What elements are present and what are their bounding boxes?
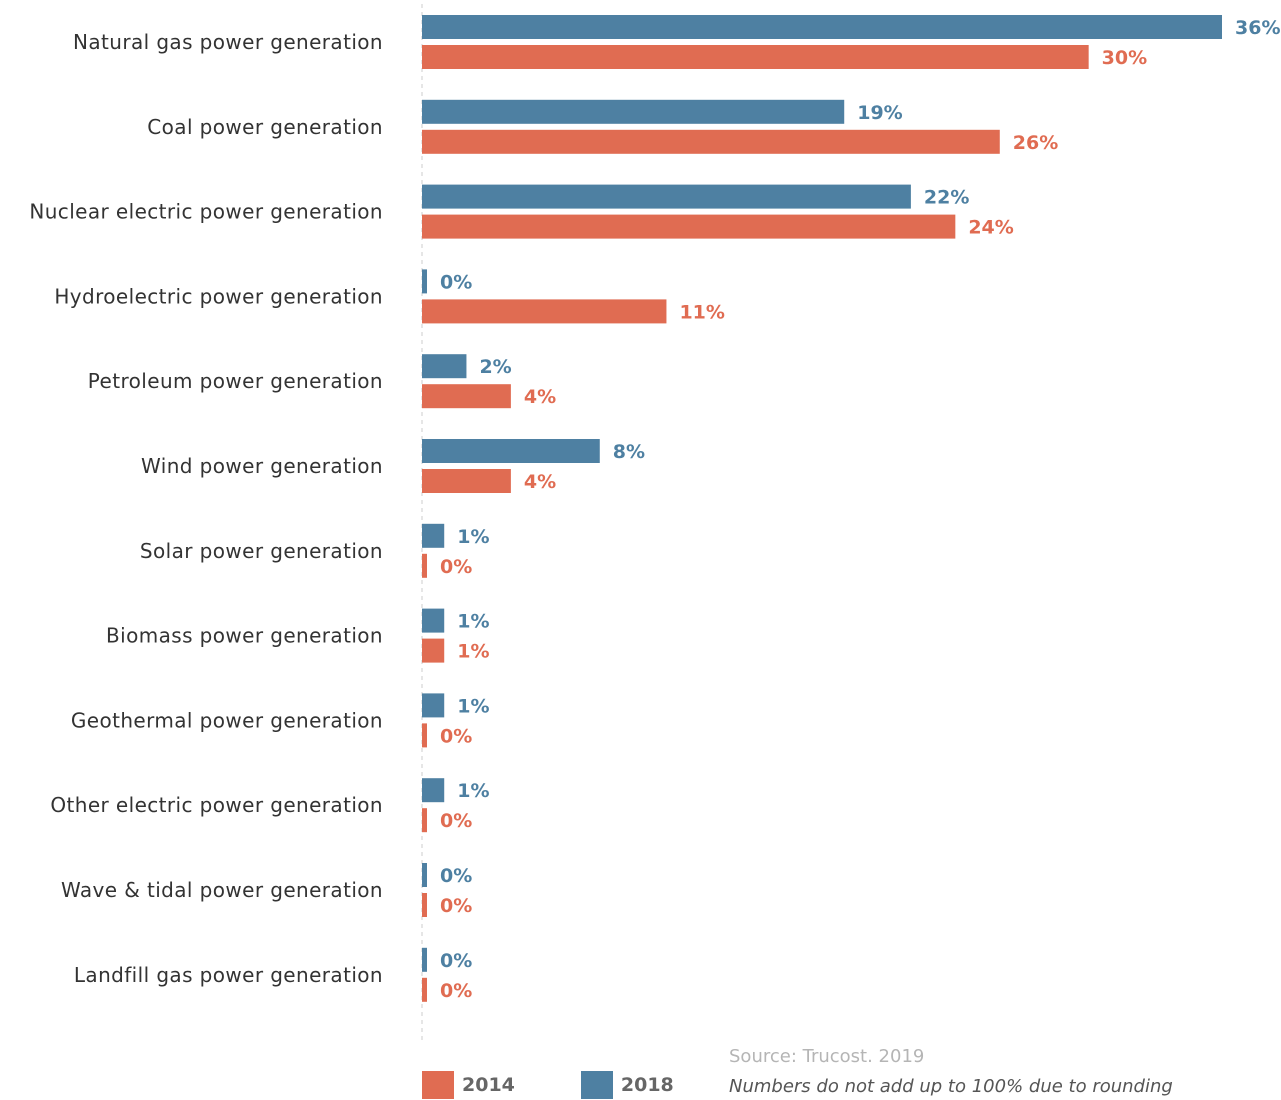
bar-2014-hydroelectric-power-generation xyxy=(422,299,667,324)
legend-item-2018: 2018 xyxy=(580,1071,674,1099)
bar-2014-landfill-gas-power-generation xyxy=(422,977,427,1002)
category-label-nuclear-electric-power-generation: Nuclear electric power generation xyxy=(29,200,383,224)
value-label-2018-petroleum-power-generation: 2% xyxy=(479,356,511,378)
category-labels: Natural gas power generation Coal power g… xyxy=(29,30,383,987)
value-label-2018-wave-and-tidal-power-generation: 0% xyxy=(440,865,472,887)
value-labels: 36% 30% 19% 26% 22% 24% 0% 11% 2% 4% 8% 4% 1% 0% 1% 1% 1… xyxy=(440,17,1280,1002)
bar-2014-other-electric-power-generation xyxy=(422,808,427,833)
bar-2018-biomass-power-generation xyxy=(422,608,445,633)
bar-2014-solar-power-generation xyxy=(422,553,427,578)
footnote-text: Numbers do not add up to 100% due to rou… xyxy=(729,1076,1173,1097)
bar-2018-nuclear-electric-power-generation xyxy=(422,184,911,209)
category-label-landfill-gas-power-generation: Landfill gas power generation xyxy=(74,963,383,987)
legend-swatch-2014 xyxy=(422,1071,454,1099)
value-label-2018-coal-power-generation: 19% xyxy=(857,102,902,124)
value-label-2018-biomass-power-generation: 1% xyxy=(457,611,489,633)
bar-2018-geothermal-power-generation xyxy=(422,693,445,718)
category-label-hydroelectric-power-generation: Hydroelectric power generation xyxy=(54,284,383,308)
bar-2018-wave-and-tidal-power-generation xyxy=(422,863,427,887)
bar-2018-landfill-gas-power-generation xyxy=(422,947,427,972)
value-label-2018-natural-gas-power-generation: 36% xyxy=(1235,17,1280,39)
value-label-2018-solar-power-generation: 1% xyxy=(457,526,489,548)
value-label-2014-hydroelectric-power-generation: 11% xyxy=(679,301,724,323)
value-label-2014-natural-gas-power-generation: 30% xyxy=(1102,47,1147,69)
category-label-other-electric-power-generation: Other electric power generation xyxy=(50,793,383,817)
category-label-solar-power-generation: Solar power generation xyxy=(140,539,383,563)
bar-2018-hydroelectric-power-generation xyxy=(422,269,427,294)
bar-2018-wind-power-generation xyxy=(422,439,600,463)
legend-label-2018: 2018 xyxy=(620,1074,674,1096)
bar-2018-petroleum-power-generation xyxy=(422,354,467,379)
bar-2018-coal-power-generation xyxy=(422,99,845,124)
value-label-2018-landfill-gas-power-generation: 0% xyxy=(440,950,472,972)
value-label-2014-solar-power-generation: 0% xyxy=(440,556,472,578)
bar-2014-wave-and-tidal-power-generation xyxy=(422,893,427,917)
value-label-2014-petroleum-power-generation: 4% xyxy=(524,386,556,408)
bar-2014-petroleum-power-generation xyxy=(422,384,511,409)
bars xyxy=(422,15,1222,1002)
category-label-petroleum-power-generation: Petroleum power generation xyxy=(88,369,383,393)
value-label-2014-wave-and-tidal-power-generation: 0% xyxy=(440,895,472,917)
source-text: Source: Trucost. 2019 xyxy=(729,1046,925,1067)
value-label-2014-landfill-gas-power-generation: 0% xyxy=(440,980,472,1002)
legend-label-2014: 2014 xyxy=(462,1074,515,1096)
value-label-2014-geothermal-power-generation: 0% xyxy=(440,725,472,747)
value-label-2018-nuclear-electric-power-generation: 22% xyxy=(924,187,969,209)
category-label-wave-and-tidal-power-generation: Wave & tidal power generation xyxy=(61,878,383,902)
value-label-2018-wind-power-generation: 8% xyxy=(613,441,645,463)
value-label-2014-nuclear-electric-power-generation: 24% xyxy=(968,217,1013,239)
bar-chart: Natural gas power generation Coal power g… xyxy=(29,4,1280,1040)
value-label-2014-coal-power-generation: 26% xyxy=(1013,132,1058,154)
legend-swatch-2018 xyxy=(580,1071,613,1099)
value-label-2014-biomass-power-generation: 1% xyxy=(457,641,489,663)
bar-2018-natural-gas-power-generation xyxy=(422,15,1222,39)
bar-2018-solar-power-generation xyxy=(422,523,445,548)
bar-2014-nuclear-electric-power-generation xyxy=(422,214,956,239)
value-label-2014-other-electric-power-generation: 0% xyxy=(440,810,472,832)
bar-2014-natural-gas-power-generation xyxy=(422,45,1089,69)
bar-2014-coal-power-generation xyxy=(422,129,1000,154)
value-label-2018-hydroelectric-power-generation: 0% xyxy=(440,271,472,293)
value-label-2018-geothermal-power-generation: 1% xyxy=(457,695,489,717)
bar-2018-other-electric-power-generation xyxy=(422,778,445,803)
bar-2014-biomass-power-generation xyxy=(422,638,445,663)
legend: 2014 2018 xyxy=(422,1070,740,1100)
bar-2014-geothermal-power-generation xyxy=(422,723,427,748)
category-label-geothermal-power-generation: Geothermal power generation xyxy=(71,708,383,732)
category-label-coal-power-generation: Coal power generation xyxy=(147,115,383,139)
category-label-natural-gas-power-generation: Natural gas power generation xyxy=(73,30,383,54)
category-label-wind-power-generation: Wind power generation xyxy=(141,454,383,478)
bar-2014-wind-power-generation xyxy=(422,469,511,493)
category-label-biomass-power-generation: Biomass power generation xyxy=(106,624,383,648)
value-label-2018-other-electric-power-generation: 1% xyxy=(457,780,489,802)
legend-item-2014: 2014 xyxy=(422,1071,515,1099)
value-label-2014-wind-power-generation: 4% xyxy=(524,471,556,493)
